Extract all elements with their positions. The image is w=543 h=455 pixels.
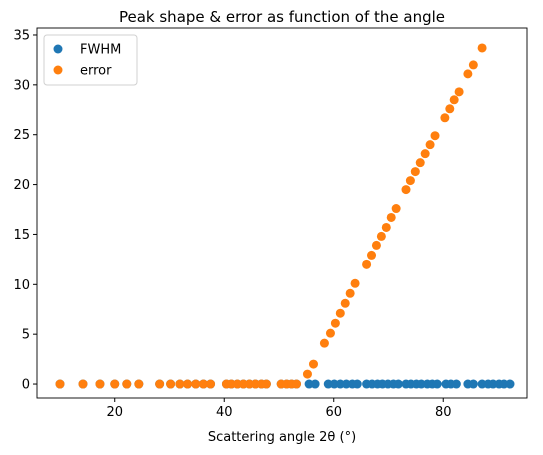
x-tick-label: 60 (325, 405, 342, 420)
scatter-point (319, 338, 329, 348)
scatter-point (166, 379, 176, 389)
legend-label: FWHM (80, 43, 121, 58)
scatter-point (440, 113, 450, 123)
scatter-point (122, 379, 132, 389)
y-tick-label: 35 (13, 28, 30, 43)
scatter-point (335, 308, 345, 318)
scatter-point (325, 328, 335, 338)
scatter-point (468, 379, 478, 389)
scatter-point (430, 131, 440, 141)
legend-marker (53, 44, 63, 54)
scatter-point (393, 379, 403, 389)
scatter-point (78, 379, 88, 389)
x-axis-label: Scattering angle 2θ (°) (208, 430, 356, 445)
scatter-point (367, 250, 377, 260)
scatter-point (386, 212, 396, 222)
legend-label: error (80, 64, 112, 79)
scatter-point (175, 379, 185, 389)
scatter-point (391, 204, 401, 214)
y-tick-label: 30 (13, 78, 30, 93)
scatter-point (110, 379, 120, 389)
scatter-point (155, 379, 165, 389)
legend: FWHM error (43, 34, 138, 86)
x-tick-label: 20 (106, 405, 123, 420)
y-tick-label: 10 (13, 278, 30, 293)
scatter-point (302, 369, 312, 379)
scatter-point (415, 158, 425, 168)
scatter-point (381, 222, 391, 232)
chart-title: Peak shape & error as function of the an… (119, 8, 445, 26)
scatter-point (352, 379, 362, 389)
scatter-point (420, 149, 430, 159)
scatter-point (432, 379, 442, 389)
scatter-point (308, 359, 318, 369)
scatter-point (340, 298, 350, 308)
x-tick-label: 80 (435, 405, 452, 420)
y-tick-label: 25 (13, 128, 30, 143)
scatter-point (350, 278, 360, 288)
scatter-point (292, 379, 302, 389)
y-tick-label: 15 (13, 228, 30, 243)
legend-marker (53, 65, 63, 75)
scatter-point (134, 379, 144, 389)
scatter-point (449, 95, 459, 105)
legend-box (43, 34, 138, 86)
scatter-point (410, 167, 420, 177)
scatter-point (206, 379, 216, 389)
scatter-point (345, 288, 355, 298)
scatter-point (505, 379, 515, 389)
scatter-point (198, 379, 208, 389)
scatter-point (463, 69, 473, 79)
scatter-point (376, 231, 386, 241)
y-tick-label: 20 (13, 178, 30, 193)
scatter-point (261, 379, 271, 389)
scatter-point (55, 379, 65, 389)
scatter-point (401, 185, 411, 195)
scatter-point (468, 60, 478, 70)
scatter-point (371, 240, 381, 250)
scatter-point (310, 379, 320, 389)
scatter-point (451, 379, 461, 389)
y-tick-label: 5 (22, 328, 30, 343)
scatter-point (191, 379, 201, 389)
scatter-point (425, 140, 435, 150)
plot-frame (36, 27, 528, 399)
scatter-point (183, 379, 193, 389)
y-tick-label: 0 (22, 378, 30, 393)
scatter-point (330, 318, 340, 328)
scatter-point (405, 176, 415, 186)
scatter-point (454, 87, 464, 97)
scatter-point (95, 379, 105, 389)
x-tick-label: 40 (216, 405, 233, 420)
scatter-point (362, 259, 372, 269)
scatter-point (477, 43, 487, 53)
scatter-point (445, 104, 455, 114)
